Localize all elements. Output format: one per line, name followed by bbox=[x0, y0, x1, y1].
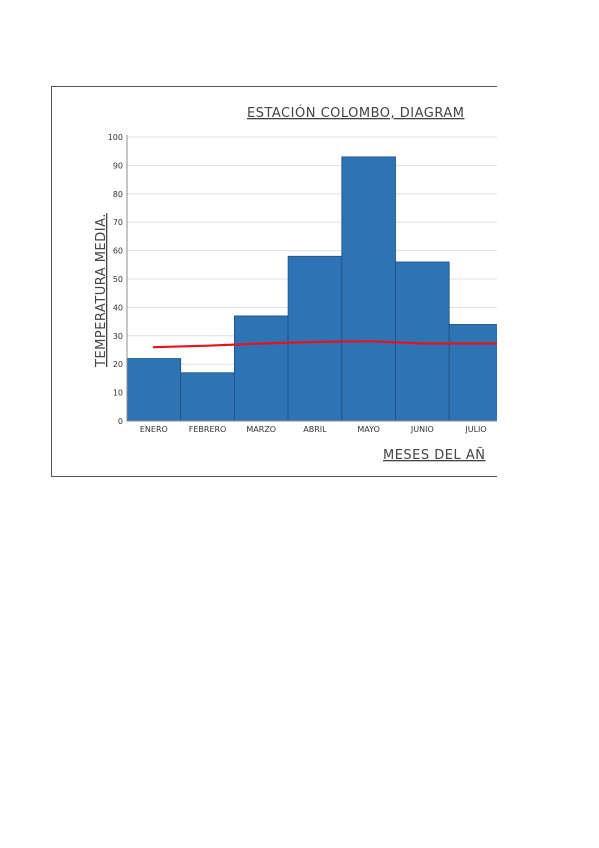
x-tick-label-enero: ENERO bbox=[140, 425, 168, 434]
chart-frame: 0 10 20 30 40 50 60 70 80 90 100 ENERO FEBRERO MARZO… bbox=[51, 86, 497, 477]
y-tick-label-60: 60 bbox=[113, 247, 123, 256]
y-axis-title: TEMPERATURA MEDIA. bbox=[94, 213, 109, 368]
chart-svg: 0 10 20 30 40 50 60 70 80 90 100 ENERO FEBRERO MARZO… bbox=[94, 105, 497, 463]
bars-layer bbox=[126, 156, 497, 422]
chart-title: ESTACIÓN COLOMBO, DIAGRAM bbox=[247, 105, 465, 121]
y-tick-label-0: 0 bbox=[118, 417, 123, 426]
bar-julio bbox=[448, 324, 497, 422]
bar-marzo bbox=[233, 315, 289, 422]
y-tick-label-100: 100 bbox=[108, 133, 123, 142]
y-tick-label-30: 30 bbox=[113, 332, 123, 341]
xtick-layer: ENERO FEBRERO MARZO ABRIL MAYO JUNIO JULIO bbox=[140, 425, 487, 434]
y-tick-label-90: 90 bbox=[113, 161, 123, 170]
bar-abril bbox=[287, 255, 343, 422]
y-tick-label-10: 10 bbox=[113, 389, 123, 398]
x-tick-label-abril: ABRIL bbox=[303, 425, 327, 434]
axis-layer bbox=[126, 135, 497, 422]
y-tick-label-70: 70 bbox=[113, 218, 123, 227]
y-tick-label-80: 80 bbox=[113, 190, 123, 199]
y-tick-label-20: 20 bbox=[113, 360, 123, 369]
bar-mayo bbox=[341, 156, 396, 422]
temperature-line bbox=[152, 340, 497, 349]
line-layer bbox=[152, 340, 497, 349]
bar-enero bbox=[126, 358, 182, 422]
x-tick-label-mayo: MAYO bbox=[357, 425, 380, 434]
bar-febrero bbox=[180, 372, 235, 422]
bar-junio bbox=[395, 261, 450, 422]
x-tick-label-febrero: FEBRERO bbox=[189, 425, 227, 434]
x-tick-label-junio: JUNIO bbox=[410, 425, 434, 434]
x-tick-label-julio: JULIO bbox=[464, 425, 486, 434]
y-tick-label-50: 50 bbox=[113, 275, 123, 284]
x-tick-label-marzo: MARZO bbox=[246, 425, 276, 434]
x-axis-title: MESES DEL AÑ bbox=[383, 447, 486, 463]
ytick-layer: 0 10 20 30 40 50 60 70 80 90 100 bbox=[108, 133, 123, 426]
y-tick-label-40: 40 bbox=[113, 303, 123, 312]
